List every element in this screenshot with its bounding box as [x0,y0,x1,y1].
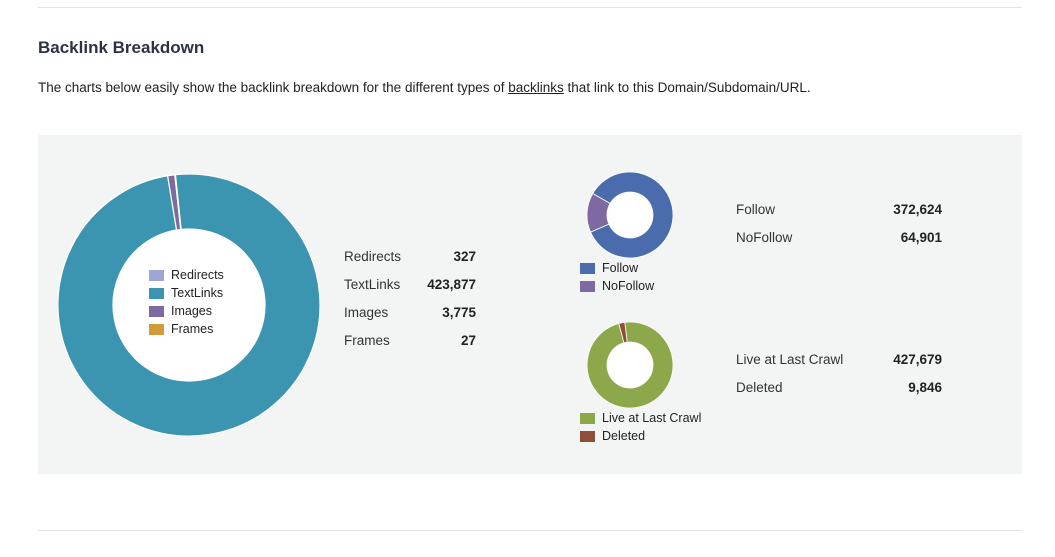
legend-swatch [149,287,164,299]
legend-item-textlinks: TextLinks [149,284,224,302]
stat-label: TextLinks [344,276,401,292]
stat-row-live-at-last-crawl: Live at Last Crawl 427,679 [736,345,942,373]
legend-item-frames: Frames [149,320,224,338]
legend-swatch [580,412,595,424]
slice-live-at-last-crawl [587,322,673,408]
stat-value: 64,901 [900,229,942,245]
legend-swatch [149,269,164,281]
follow-legend: Follow NoFollow [580,259,654,295]
stat-row-textlinks: TextLinks 423,877 [344,270,476,298]
legend-item-nofollow: NoFollow [580,277,654,295]
bottom-divider [38,530,1022,531]
crawl-status-legend: Live at Last Crawl Deleted [580,409,701,445]
follow-donut [587,172,673,258]
legend-label: TextLinks [171,286,224,300]
donut-hole [607,342,653,388]
backlinks-link[interactable]: backlinks [508,80,564,95]
legend-label: Images [171,304,212,318]
slice-textlinks [58,174,320,436]
link-type-stats: Redirects 327 TextLinks 423,877 Images 3,775 F… [344,242,476,354]
stat-label: Redirects [344,248,402,264]
follow-stats: Follow 372,624 NoFollow 64,901 [736,195,942,251]
legend-label: NoFollow [602,279,655,293]
intro-after: that link to this Domain/Subdomain/URL. [563,80,811,95]
legend-swatch [149,305,164,317]
legend-label: Deleted [602,429,646,443]
stat-value: 427,679 [893,351,942,367]
stat-value: 27 [460,332,476,348]
legend-label: Frames [171,322,214,336]
link-type-donut [58,174,320,436]
slice-deleted [618,322,628,344]
stat-label: Images [344,304,389,320]
legend-swatch [580,262,595,274]
legend-label: Follow [602,261,639,275]
legend-item-deleted: Deleted [580,427,701,445]
slice-frames [174,174,182,231]
legend-item-redirects: Redirects [149,266,224,284]
legend-swatch [580,280,595,292]
intro-before: The charts below easily show the backlin… [38,80,509,95]
legend-label: Redirects [171,268,224,282]
stat-value: 327 [453,248,476,264]
legend-label: Live at Last Crawl [602,411,702,425]
section-heading: Backlink Breakdown [38,38,205,57]
top-divider [38,7,1022,8]
slice-follow [590,172,673,258]
stat-value: 9,846 [908,379,942,395]
stat-label: Deleted [736,379,783,395]
stat-value: 423,877 [427,276,476,292]
stat-value: 3,775 [442,304,476,320]
stat-row-nofollow: NoFollow 64,901 [736,223,942,251]
link-type-legend: Redirects TextLinks Images Frames [149,266,224,338]
legend-item-live-at-last-crawl: Live at Last Crawl [580,409,701,427]
stat-label: Frames [344,332,390,348]
stat-label: NoFollow [736,229,793,245]
legend-swatch [149,323,164,335]
intro-text: The charts below easily show the backlin… [38,80,811,95]
stat-value: 372,624 [893,201,942,217]
legend-item-images: Images [149,302,224,320]
stat-row-frames: Frames 27 [344,326,476,354]
stat-row-images: Images 3,775 [344,298,476,326]
slice-nofollow [587,192,611,233]
stat-label: Live at Last Crawl [736,351,844,367]
stat-row-redirects: Redirects 327 [344,242,476,270]
stat-label: Follow [736,201,776,217]
donut-hole [113,229,265,381]
crawl-status-stats: Live at Last Crawl 427,679 Deleted 9,846 [736,345,942,401]
donut-hole [607,192,653,238]
stat-row-deleted: Deleted 9,846 [736,373,942,401]
legend-swatch [580,430,595,442]
stat-row-follow: Follow 372,624 [736,195,942,223]
crawl-status-donut [587,322,673,408]
legend-item-follow: Follow [580,259,654,277]
